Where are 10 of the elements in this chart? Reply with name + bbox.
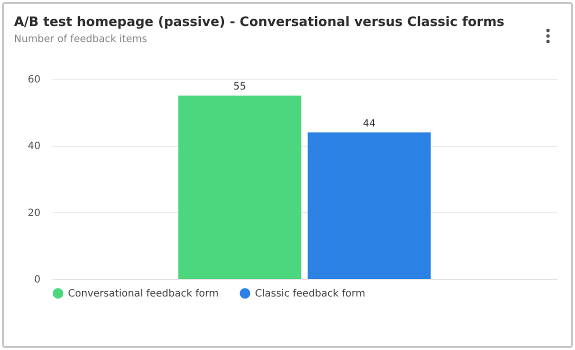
data-label: 44 xyxy=(362,118,376,130)
legend-label: Conversational feedback form xyxy=(68,288,219,300)
data-label: 55 xyxy=(233,82,246,93)
chart-subtitle: Number of feedback items xyxy=(14,34,148,45)
chart-title: A/B test homepage (passive) - Conversational versus Classic forms xyxy=(14,15,505,30)
legend-label: Classic feedback form xyxy=(255,288,366,300)
y-tick-label: 60 xyxy=(28,74,40,86)
y-tick-label: 20 xyxy=(28,208,40,219)
y-tick-label: 40 xyxy=(28,141,40,152)
y-tick-label: 0 xyxy=(34,274,40,286)
